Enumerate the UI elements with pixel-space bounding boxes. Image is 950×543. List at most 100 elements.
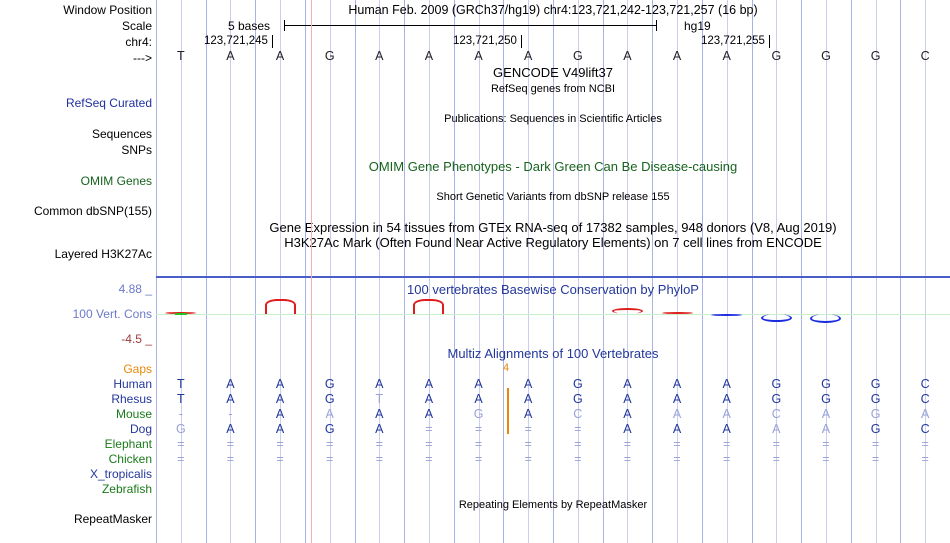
multiz-base: G bbox=[324, 422, 335, 436]
track-text-cons[interactable]: 100 vertebrates Basewise Conservation by… bbox=[407, 282, 699, 297]
label-common-dbsnp[interactable]: Common dbSNP(155) bbox=[33, 204, 152, 218]
multiz-base: = bbox=[226, 437, 235, 451]
track-text-gencode[interactable]: GENCODE V49lift37 bbox=[493, 65, 613, 80]
multiz-base: A bbox=[722, 422, 731, 436]
grid-line bbox=[702, 0, 703, 543]
sequence-base: A bbox=[524, 49, 533, 63]
multiz-base: A bbox=[524, 377, 533, 391]
label-gaps[interactable]: Gaps bbox=[123, 362, 152, 376]
multiz-base: A bbox=[623, 392, 632, 406]
scale-bar-label: 5 bases bbox=[228, 19, 271, 33]
multiz-base: = bbox=[772, 437, 780, 451]
multiz-base: = bbox=[326, 452, 334, 466]
multiz-base: C bbox=[920, 377, 930, 391]
multiz-row[interactable] bbox=[156, 483, 950, 496]
multiz-base: A bbox=[722, 392, 731, 406]
track-text-repeatmasker[interactable]: Repeating Elements by RepeatMasker bbox=[458, 499, 648, 511]
multiz-row[interactable]: = = = = = = = = = = = = = = = = bbox=[156, 438, 950, 451]
multiz-base: G bbox=[771, 377, 782, 391]
multiz-base: A bbox=[722, 407, 731, 421]
multiz-base: A bbox=[375, 377, 384, 391]
track-text-refseq[interactable]: RefSeq genes from NCBI bbox=[490, 83, 616, 95]
sequence-base: A bbox=[722, 49, 731, 63]
multiz-base: = bbox=[723, 452, 731, 466]
sequence-base: A bbox=[375, 49, 384, 63]
multiz-row[interactable]: = = = = = = = = = = = = = = = = bbox=[156, 453, 950, 466]
multiz-base: - bbox=[228, 407, 233, 421]
label-100-vert-cons[interactable]: 100 Vert. Cons bbox=[72, 307, 152, 321]
conservation-zero-tick bbox=[175, 313, 187, 315]
multiz-base: = bbox=[673, 452, 681, 466]
multiz-base: = bbox=[177, 437, 185, 451]
sequence-base: G bbox=[870, 49, 881, 63]
multiz-base: A bbox=[474, 377, 483, 391]
track-text-dbsnp[interactable]: Short Genetic Variants from dbSNP releas… bbox=[436, 191, 670, 203]
label-snps[interactable]: SNPs bbox=[121, 143, 152, 157]
multiz-base: A bbox=[375, 407, 384, 421]
multiz-base: = bbox=[425, 452, 433, 466]
multiz-row[interactable] bbox=[156, 468, 950, 481]
grid-line-minor bbox=[925, 0, 926, 543]
label-zebrafish[interactable]: Zebrafish bbox=[101, 482, 152, 496]
conservation-plot[interactable] bbox=[156, 276, 950, 344]
cons-max-value: 4.88 _ bbox=[118, 282, 152, 296]
multiz-base: = bbox=[921, 437, 929, 451]
multiz-row[interactable]: G A A G A = = = = A A A A A G C bbox=[156, 423, 950, 436]
track-text-publications[interactable]: Publications: Sequences in Scientific Ar… bbox=[444, 113, 662, 125]
multiz-base: - bbox=[178, 407, 183, 421]
scale-tick-right bbox=[656, 20, 657, 31]
multiz-base: G bbox=[821, 392, 831, 406]
label-window-position[interactable]: Window Position bbox=[63, 3, 152, 17]
multiz-base: G bbox=[324, 377, 335, 391]
label-human[interactable]: Human bbox=[113, 377, 152, 391]
label-repeatmasker[interactable]: RepeatMasker bbox=[73, 512, 152, 526]
label-refseq-curated[interactable]: RefSeq Curated bbox=[65, 96, 152, 110]
label-rhesus[interactable]: Rhesus bbox=[111, 392, 152, 406]
multiz-base: A bbox=[275, 392, 285, 406]
label-chicken[interactable]: Chicken bbox=[108, 452, 152, 466]
multiz-base: A bbox=[772, 422, 781, 436]
multiz-base: = bbox=[822, 437, 830, 451]
label-x-tropicalis[interactable]: X_tropicalis bbox=[89, 467, 152, 481]
conservation-top-border bbox=[156, 276, 950, 278]
grid-line bbox=[503, 0, 504, 543]
track-text-multiz[interactable]: Multiz Alignments of 100 Vertebrates bbox=[447, 346, 659, 361]
label-scale[interactable]: Scale bbox=[121, 19, 152, 33]
label-mouse[interactable]: Mouse bbox=[115, 407, 152, 421]
grid-line-minor bbox=[479, 0, 480, 543]
label-dog[interactable]: Dog bbox=[129, 422, 152, 436]
label-sequences[interactable]: Sequences bbox=[91, 127, 152, 141]
track-text-omim[interactable]: OMIM Gene Phenotypes - Dark Green Can Be… bbox=[368, 159, 738, 174]
scale-db-label: hg19 bbox=[684, 19, 711, 33]
grid-line bbox=[801, 0, 802, 543]
multiz-base: G bbox=[473, 407, 484, 421]
label-omim-genes[interactable]: OMIM Genes bbox=[80, 174, 152, 188]
assembly-position-title: Human Feb. 2009 (GRCh37/hg19) chr4:123,7… bbox=[348, 3, 758, 17]
multiz-base: C bbox=[920, 392, 930, 406]
conservation-bar bbox=[612, 308, 643, 314]
multiz-base: A bbox=[275, 407, 285, 421]
sequence-base: A bbox=[623, 49, 632, 63]
label-elephant[interactable]: Elephant bbox=[104, 437, 152, 451]
multiz-base: = bbox=[375, 452, 383, 466]
multiz-base: = bbox=[326, 437, 334, 451]
multiz-base: = bbox=[226, 452, 235, 466]
multiz-base: A bbox=[424, 392, 434, 406]
conservation-bar bbox=[761, 314, 792, 322]
track-text-gtex[interactable]: Gene Expression in 54 tissues from GTEx … bbox=[269, 220, 837, 235]
multiz-base: A bbox=[325, 407, 334, 421]
multiz-base: = bbox=[474, 422, 483, 436]
multiz-base: = bbox=[871, 437, 880, 451]
multiz-base: A bbox=[921, 407, 930, 421]
track-text-h3k27ac[interactable]: H3K27Ac Mark (Often Found Near Active Re… bbox=[284, 235, 822, 250]
label-chrom[interactable]: chr4: bbox=[125, 35, 152, 49]
sequence-base: C bbox=[920, 49, 930, 63]
conservation-bar bbox=[265, 299, 296, 314]
multiz-base: = bbox=[574, 452, 582, 466]
multiz-base: A bbox=[623, 407, 632, 421]
grid-line bbox=[404, 0, 405, 543]
label-layered-h3k27ac[interactable]: Layered H3K27Ac bbox=[54, 247, 152, 261]
